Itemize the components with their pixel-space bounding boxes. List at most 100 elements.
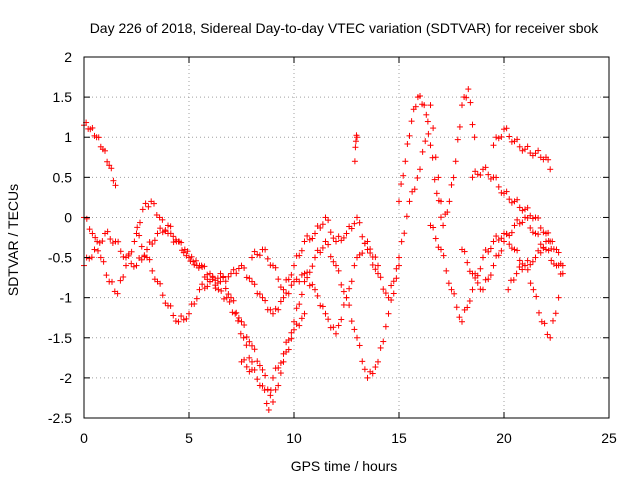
data-point-track-d — [207, 278, 213, 285]
data-point-track-e — [241, 356, 248, 363]
data-point-track-c — [241, 264, 248, 271]
data-point-track-e — [364, 374, 371, 381]
data-point-track-k — [527, 212, 534, 219]
data-point-track-g — [352, 138, 359, 145]
data-point-track-f — [301, 238, 308, 245]
data-point-track-j — [461, 248, 468, 255]
data-point-track-d — [267, 392, 274, 399]
data-point-track-j — [498, 247, 505, 254]
data-point-track-l — [503, 125, 510, 132]
data-point-track-e — [377, 344, 384, 351]
data-point-track-k — [529, 215, 536, 222]
data-point-track-h — [396, 198, 402, 205]
data-point-track-b — [114, 290, 121, 297]
data-point-track-h — [444, 209, 451, 216]
data-point-track-k — [493, 174, 500, 181]
data-point-track-b — [145, 203, 152, 210]
data-point-track-e — [356, 342, 363, 349]
data-point-track-d — [270, 398, 276, 405]
data-point-track-m — [533, 293, 540, 300]
data-point-track-c — [351, 262, 358, 269]
data-point-track-f — [291, 262, 297, 269]
data-point-track-c — [133, 262, 140, 269]
data-point-track-d — [183, 315, 190, 322]
data-point-track-c — [338, 316, 345, 323]
data-point-track-f — [403, 213, 410, 220]
data-point-track-h — [423, 111, 430, 118]
data-point-track-m — [536, 309, 542, 316]
data-point-track-d — [214, 275, 221, 282]
data-point-track-c — [259, 294, 266, 301]
data-point-track-c — [272, 305, 279, 312]
data-point-track-c — [325, 316, 332, 323]
data-point-track-f — [333, 238, 339, 245]
data-point-track-d — [298, 315, 305, 322]
data-point-track-e — [359, 358, 366, 365]
data-point-track-c — [167, 223, 174, 230]
data-point-track-j — [529, 229, 536, 236]
data-point-track-k — [537, 224, 544, 231]
y-tick-label: -0.5 — [48, 250, 72, 266]
x-tick-label: 0 — [80, 430, 88, 446]
data-point-track-i — [555, 249, 562, 256]
data-point-track-m — [555, 294, 562, 301]
data-point-track-d — [146, 256, 153, 263]
data-point-track-c — [306, 282, 313, 289]
data-point-track-m — [541, 320, 548, 327]
data-point-track-f — [422, 138, 429, 145]
data-point-track-e — [372, 364, 379, 371]
data-point-track-d — [251, 346, 258, 353]
data-point-track-k — [549, 238, 556, 245]
data-point-track-f — [419, 148, 426, 155]
data-point-track-c — [296, 278, 303, 285]
data-point-track-f — [319, 221, 326, 228]
data-point-track-l — [535, 147, 542, 154]
y-tick-label: -1 — [60, 290, 73, 306]
data-point-track-b — [97, 254, 104, 261]
data-point-track-b — [117, 277, 124, 284]
data-point-track-e — [306, 269, 313, 276]
data-point-track-c — [348, 278, 355, 285]
data-point-track-c — [128, 260, 135, 267]
data-point-track-f — [390, 278, 397, 285]
data-point-track-d — [285, 346, 292, 353]
data-point-track-h — [417, 92, 423, 99]
data-point-track-c — [186, 254, 192, 261]
data-point-track-c — [246, 275, 253, 282]
data-point-track-c — [196, 262, 203, 269]
data-point-track-d — [230, 297, 237, 304]
data-point-track-f — [254, 251, 261, 258]
data-point-track-f — [372, 266, 379, 273]
data-point-track-b — [243, 342, 250, 349]
data-point-track-c — [162, 227, 169, 234]
data-point-track-f — [296, 252, 303, 259]
y-tick-label: 1.5 — [53, 89, 73, 105]
data-point-track-c — [317, 302, 324, 309]
y-axis-label: SDTVAR / TECUs — [5, 184, 21, 296]
data-point-track-i — [529, 258, 536, 265]
data-point-track-d — [277, 370, 284, 377]
data-point-track-f — [435, 174, 442, 181]
data-point-track-b — [120, 273, 127, 280]
data-point-track-k — [516, 204, 523, 211]
data-point-track-b — [240, 334, 247, 341]
data-point-track-h — [421, 102, 428, 109]
data-point-track-c — [319, 303, 326, 310]
data-point-track-d — [204, 283, 211, 290]
data-point-track-k — [503, 188, 510, 195]
data-point-track-f — [251, 248, 258, 255]
data-point-track-i — [456, 314, 463, 321]
data-point-track-b — [137, 219, 143, 226]
data-point-track-k — [495, 183, 502, 190]
data-point-track-b — [86, 226, 93, 233]
data-point-track-f — [312, 230, 318, 237]
data-point-track-f — [377, 274, 384, 281]
data-point-track-c — [267, 306, 274, 313]
data-point-track-d — [280, 358, 287, 365]
data-point-track-k — [469, 174, 476, 181]
data-point-track-h — [435, 197, 442, 204]
data-point-track-f — [367, 249, 374, 256]
data-point-track-k — [474, 171, 481, 178]
data-point-track-h — [459, 102, 465, 109]
data-point-track-j — [501, 238, 507, 245]
